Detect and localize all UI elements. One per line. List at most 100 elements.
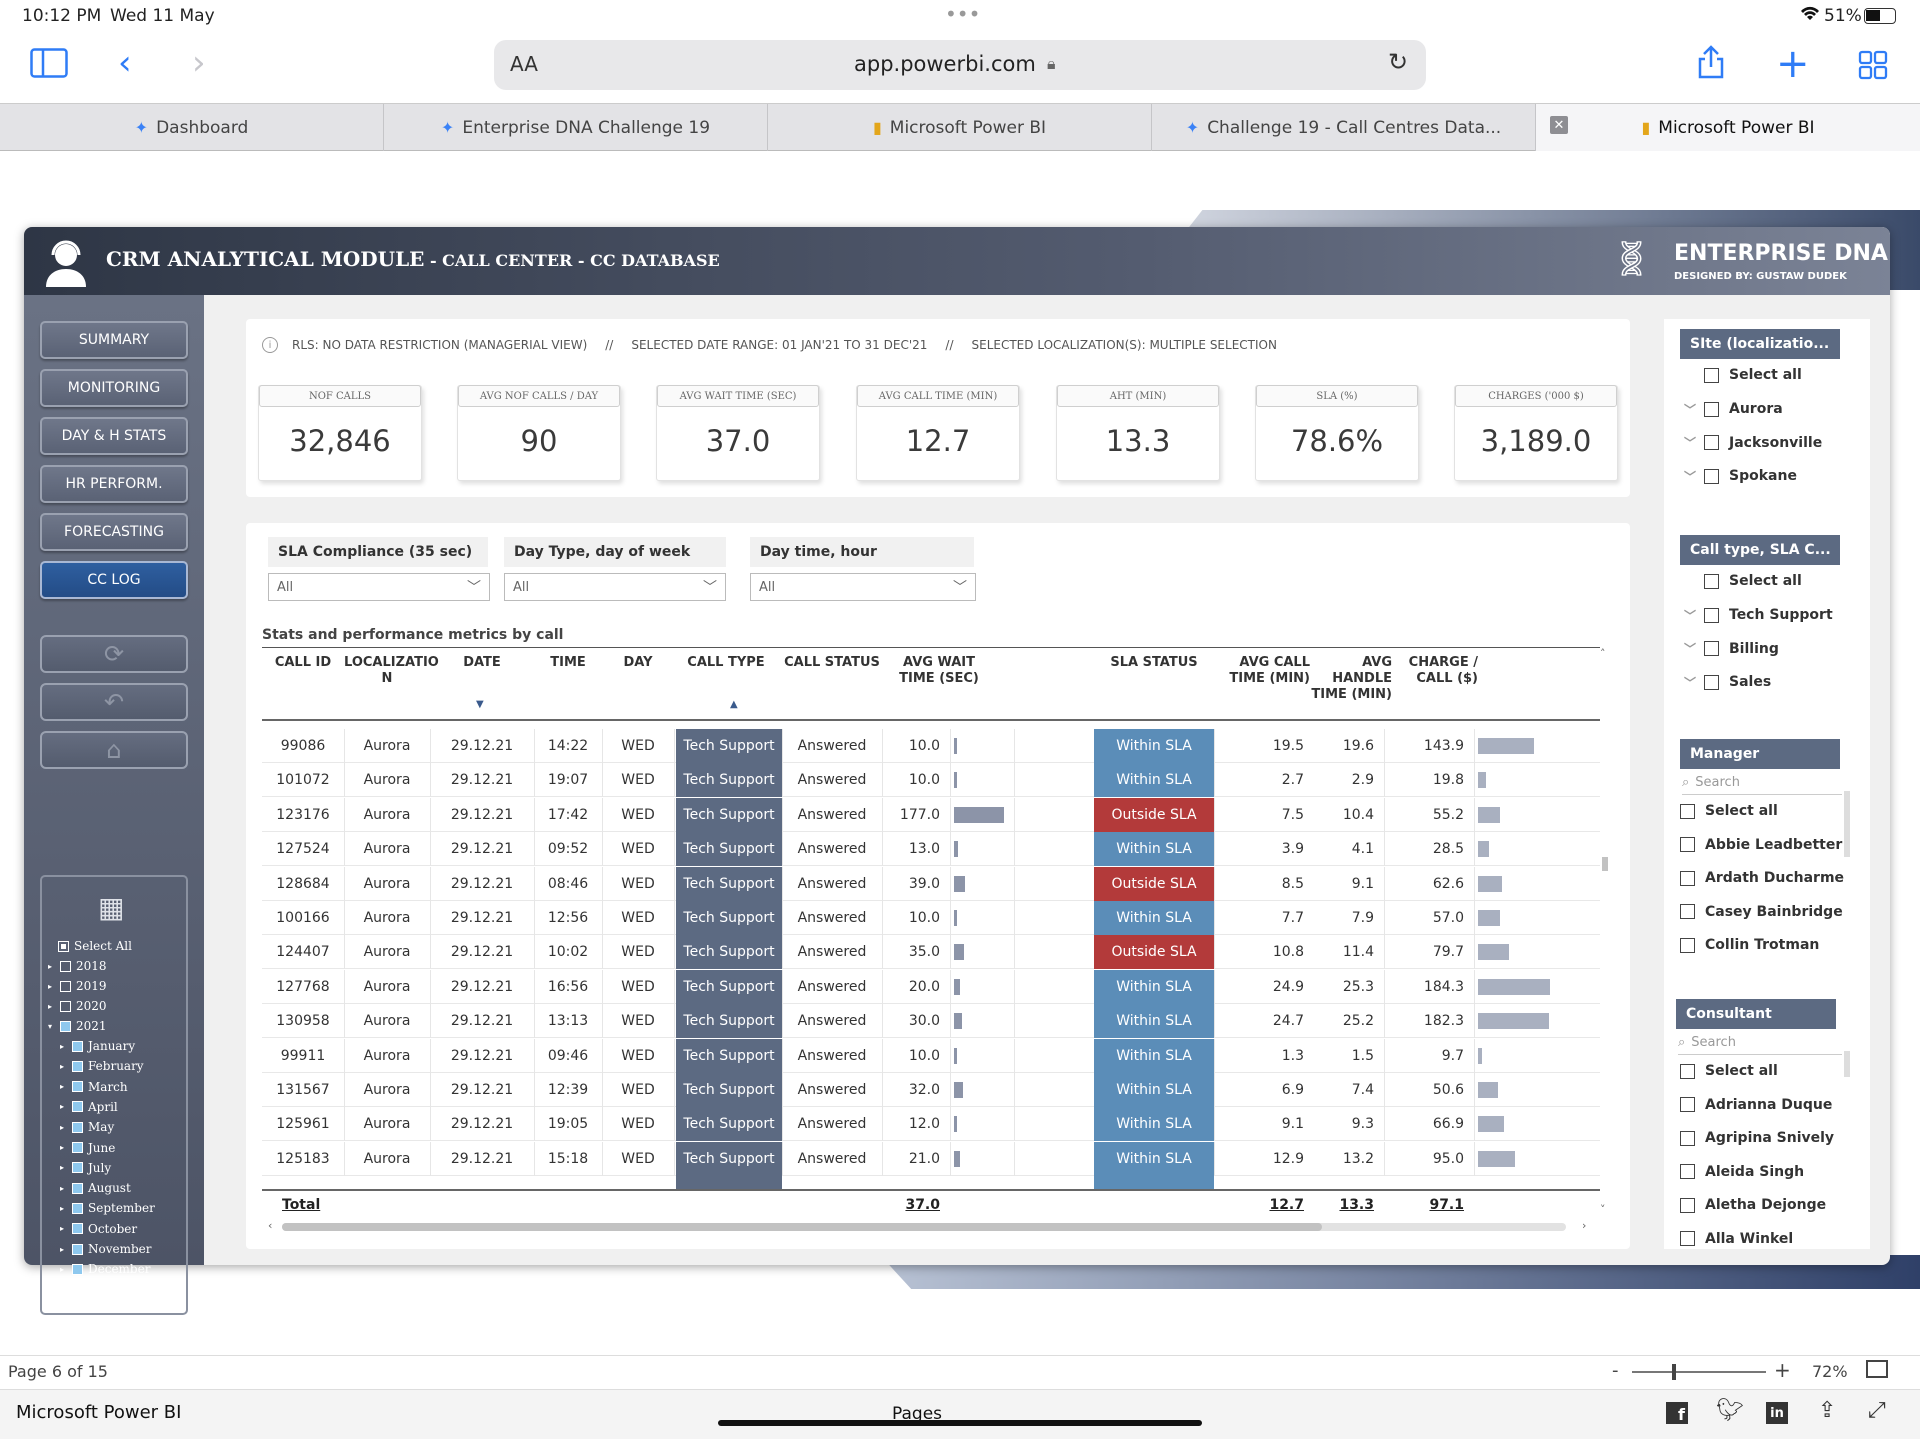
tree-month[interactable]: ▸ May: [60, 1120, 115, 1135]
tree-month[interactable]: ▸ October: [60, 1221, 138, 1236]
zoom-in-icon[interactable]: +: [1774, 1358, 1791, 1382]
scroll-up-icon[interactable]: ˄: [1600, 647, 1606, 660]
share-report-icon[interactable]: ⇪: [1818, 1398, 1837, 1423]
nav-monitoring-button[interactable]: MONITORING: [40, 369, 188, 407]
slicer-item-manager[interactable]: Abbie Leadbetter: [1680, 837, 1842, 853]
address-bar[interactable]: AA app.powerbi.com 🔒︎ ↻: [494, 40, 1426, 90]
column-header[interactable]: DATE: [463, 655, 501, 670]
tree-year[interactable]: ▸ 2019: [48, 979, 107, 993]
horizontal-scrollbar[interactable]: [282, 1223, 1566, 1231]
facebook-icon[interactable]: f: [1666, 1402, 1688, 1424]
tree-month[interactable]: ▸ March: [60, 1079, 128, 1094]
zoom-out-icon[interactable]: -: [1612, 1360, 1619, 1381]
table-row[interactable]: 128684 Aurora 29.12.21 08:46 WED Answered 39.0…: [262, 866, 1600, 901]
checkbox[interactable]: [1704, 573, 1719, 589]
text-size-button[interactable]: AA: [510, 52, 538, 76]
tree-month[interactable]: ▸ January: [60, 1039, 136, 1053]
slicer-item-manager[interactable]: Ardath Ducharme: [1680, 870, 1844, 886]
tree-month[interactable]: ▸ December: [60, 1262, 151, 1277]
checkbox[interactable]: [1680, 803, 1695, 819]
checkbox[interactable]: [1680, 837, 1695, 852]
nav-day-h-stats-button[interactable]: DAY & H STATS: [40, 417, 188, 455]
slicer-item-consultant[interactable]: Agripina Snively: [1680, 1130, 1834, 1146]
slicer-item-consultant[interactable]: Select all: [1680, 1063, 1778, 1079]
refresh-icon[interactable]: ⟳: [40, 635, 188, 673]
day-time-dropdown[interactable]: All ﹀: [750, 573, 976, 601]
browser-tab-active[interactable]: ✕ ▮ Microsoft Power BI: [1536, 104, 1920, 151]
column-header[interactable]: AVG HANDLE TIME (MIN): [1311, 655, 1392, 702]
table-row[interactable]: 125183 Aurora 29.12.21 15:18 WED Answered 21.0…: [262, 1141, 1600, 1176]
close-tab-icon[interactable]: ✕: [1550, 116, 1568, 134]
nav-forecasting-button[interactable]: FORECASTING: [40, 513, 188, 551]
checkbox[interactable]: [1680, 1197, 1695, 1213]
tree-month[interactable]: ▸ February: [60, 1059, 144, 1074]
tree-month[interactable]: ▸ June: [60, 1140, 116, 1155]
table-row[interactable]: 101072 Aurora 29.12.21 19:07 WED Answered 10.0…: [262, 763, 1600, 798]
slicer-item-call_type[interactable]: ﹀ Tech Support: [1684, 607, 1833, 624]
checkbox[interactable]: [1680, 870, 1695, 886]
tree-month[interactable]: ▸ November: [60, 1242, 152, 1256]
checkbox[interactable]: [1680, 904, 1695, 919]
consultant-scrollbar[interactable]: [1844, 1051, 1850, 1077]
slicer-item-consultant[interactable]: Aletha Dejonge: [1680, 1197, 1826, 1213]
checkbox[interactable]: [1704, 607, 1719, 623]
share-icon[interactable]: [1696, 44, 1726, 86]
sidebar-icon[interactable]: [30, 48, 68, 84]
sort-asc-icon[interactable]: ▲: [730, 699, 738, 710]
multitask-dots-icon[interactable]: •••: [945, 2, 981, 26]
table-row[interactable]: 99086 Aurora 29.12.21 14:22 WED Answered 10.0 1…: [262, 729, 1600, 763]
consultant-search-input[interactable]: ⌕ Search: [1678, 1031, 1842, 1055]
slicer-item-site[interactable]: ﹀ Spokane: [1684, 468, 1797, 485]
column-header[interactable]: CALL STATUS: [784, 655, 880, 670]
tree-month[interactable]: ▸ April: [60, 1099, 118, 1114]
column-header[interactable]: AVG CALL TIME (MIN): [1229, 655, 1310, 686]
sort-desc-icon[interactable]: ▼: [476, 699, 484, 710]
home-icon[interactable]: ⌂: [40, 731, 188, 769]
slicer-item-manager[interactable]: Select all: [1680, 803, 1778, 819]
url-text[interactable]: app.powerbi.com: [854, 52, 1036, 76]
slicer-item-consultant[interactable]: Aleida Singh: [1680, 1164, 1804, 1180]
column-header[interactable]: TIME: [550, 655, 586, 670]
scroll-left-icon[interactable]: ‹: [268, 1219, 273, 1232]
browser-tab[interactable]: ✦ Enterprise DNA Challenge 19: [384, 104, 768, 151]
table-row[interactable]: 127524 Aurora 29.12.21 09:52 WED Answered 13.0…: [262, 832, 1600, 867]
new-tab-icon[interactable]: +: [1776, 41, 1810, 87]
checkbox[interactable]: [1680, 1130, 1695, 1146]
table-row[interactable]: 127768 Aurora 29.12.21 16:56 WED Answered 20.0…: [262, 969, 1600, 1004]
pages-button[interactable]: Pages: [892, 1404, 943, 1424]
tab-overview-icon[interactable]: [1858, 50, 1888, 86]
table-row[interactable]: 99911 Aurora 29.12.21 09:46 WED Answered 10.0 1…: [262, 1038, 1600, 1073]
slicer-item-manager[interactable]: Casey Bainbridge: [1680, 904, 1843, 920]
scroll-right-icon[interactable]: ›: [1582, 1219, 1587, 1232]
tree-year[interactable]: ▸ 2020: [48, 999, 107, 1013]
checkbox[interactable]: [1704, 674, 1719, 690]
browser-tab[interactable]: ✦ Challenge 19 - Call Centres Data...: [1152, 104, 1536, 151]
tree-month[interactable]: ▸ July: [60, 1160, 112, 1175]
slicer-item-site[interactable]: ﹀ Aurora: [1684, 401, 1783, 418]
tree-month[interactable]: ▸ August: [60, 1181, 131, 1196]
browser-tab[interactable]: ✦ Dashboard: [0, 104, 384, 151]
tree-month[interactable]: ▸ September: [60, 1201, 155, 1216]
column-header[interactable]: AVG WAIT TIME (SEC): [899, 655, 979, 686]
linkedin-icon[interactable]: in: [1766, 1402, 1788, 1424]
column-header[interactable]: LOCALIZATIO N: [344, 655, 439, 686]
browser-tab[interactable]: ▮ Microsoft Power BI: [768, 104, 1152, 151]
checkbox[interactable]: [1680, 1063, 1695, 1079]
checkbox[interactable]: [1704, 435, 1719, 450]
nav-cc-log-button[interactable]: CC LOG: [40, 561, 188, 599]
back-icon[interactable]: ‹: [118, 43, 132, 83]
tree-year-expanded[interactable]: ▾ 2021: [48, 1019, 107, 1033]
undo-icon[interactable]: ↶: [40, 683, 188, 721]
tree-select-all[interactable]: Select All: [58, 939, 132, 953]
table-row[interactable]: 100166 Aurora 29.12.21 12:56 WED Answered 10.0…: [262, 901, 1600, 935]
manager-scrollbar[interactable]: [1844, 791, 1850, 857]
sla-compliance-dropdown[interactable]: All ﹀: [268, 573, 490, 601]
table-row[interactable]: 123176 Aurora 29.12.21 17:42 WED Answered 177.…: [262, 797, 1600, 832]
zoom-slider[interactable]: [1632, 1364, 1766, 1380]
table-row[interactable]: 124407 Aurora 29.12.21 10:02 WED Answered 35.0…: [262, 935, 1600, 970]
forward-icon[interactable]: ›: [192, 43, 206, 83]
checkbox[interactable]: [1704, 367, 1719, 383]
slicer-item-call_type[interactable]: Select all: [1684, 573, 1802, 589]
column-header[interactable]: SLA STATUS: [1110, 655, 1198, 670]
checkbox[interactable]: [1680, 937, 1695, 953]
